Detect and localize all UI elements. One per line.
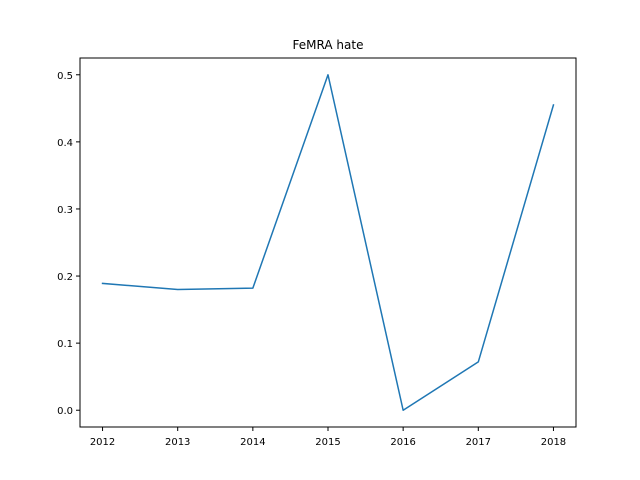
y-tick-label: 0.1 [57, 339, 73, 350]
x-tick-label: 2016 [390, 437, 415, 448]
chart-title: FeMRA hate [293, 38, 364, 52]
x-axis: 2012 2013 2014 2015 2016 2017 2018 [90, 427, 566, 448]
x-tick-label: 2018 [541, 437, 566, 448]
y-axis: 0.0 0.1 0.2 0.3 0.4 0.5 [57, 71, 80, 417]
series-layer [101, 74, 555, 411]
y-tick-label: 0.3 [57, 205, 73, 216]
y-tick-label: 0.4 [57, 138, 73, 149]
y-tick-label: 0.2 [57, 272, 73, 283]
x-tick-label: 2013 [165, 437, 190, 448]
plot-frame [79, 57, 577, 428]
x-tick-label: 2015 [315, 437, 340, 448]
y-tick-label: 0.0 [57, 406, 73, 417]
x-tick-label: 2014 [240, 437, 265, 448]
y-tick-label: 0.5 [57, 71, 73, 82]
x-tick-label: 2012 [90, 437, 115, 448]
x-tick-label: 2017 [466, 437, 491, 448]
